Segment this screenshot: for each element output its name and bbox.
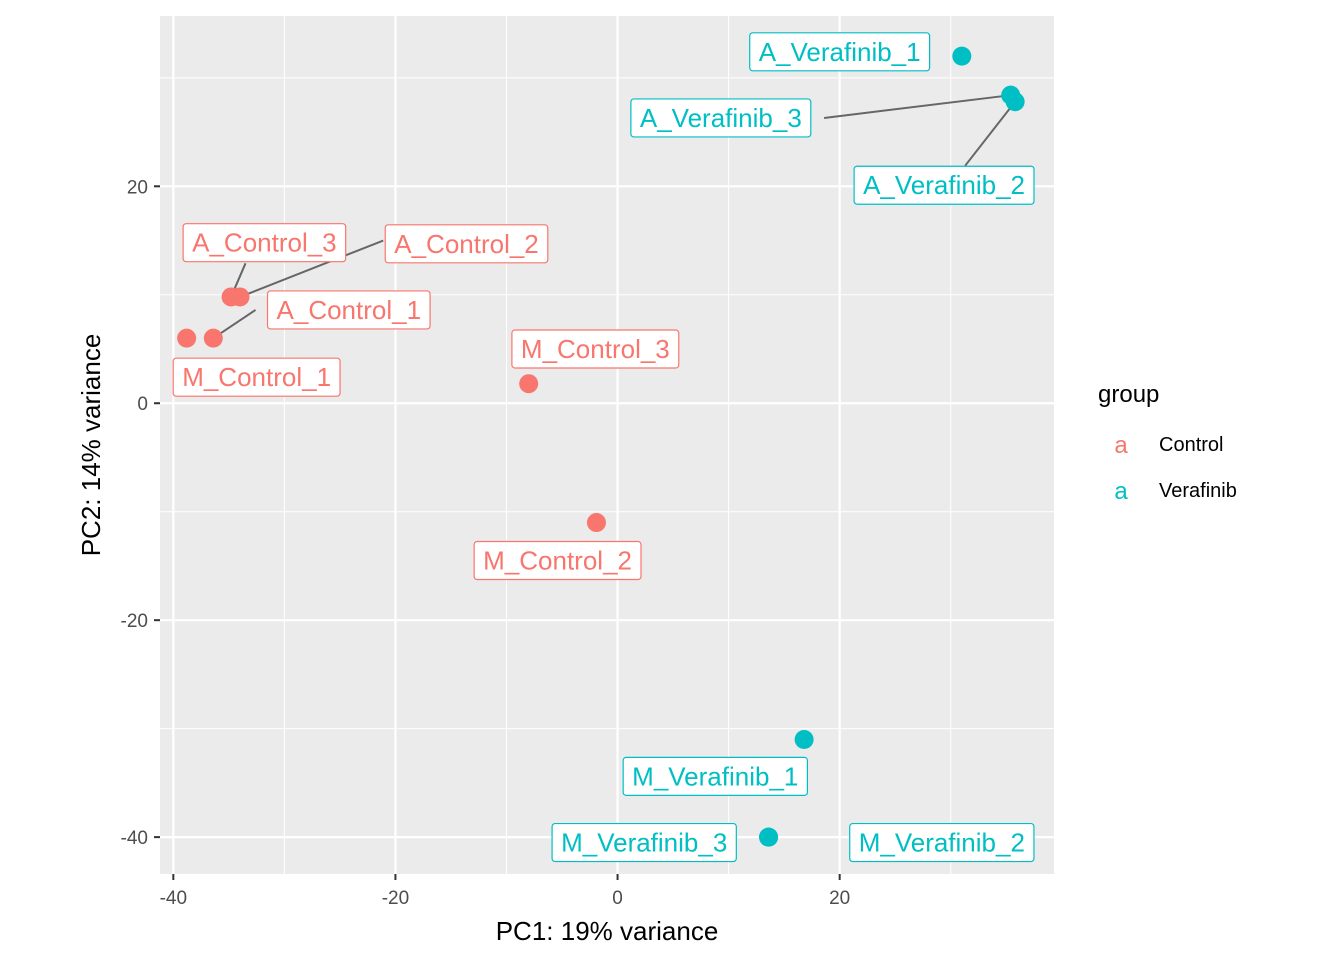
point-label-box (749, 32, 931, 72)
point-label-box (266, 290, 431, 330)
point-label: M_Verafinib_1 (622, 756, 808, 796)
point-label-box (853, 165, 1035, 205)
data-point (177, 328, 197, 348)
point-label-box (384, 224, 549, 264)
legend: group a Control a Verafinib (1098, 381, 1237, 505)
point-label-text: M_Verafinib_1 (632, 761, 798, 791)
y-tick-label: -20 (121, 611, 148, 632)
point-label-text: A_Control_1 (277, 295, 422, 325)
label-connector-line (239, 239, 384, 298)
data-point (519, 374, 539, 394)
point-label: A_Control_3 (182, 223, 347, 263)
x-tick-label: 20 (829, 888, 850, 909)
y-axis-title: PC2: 14% variance (76, 334, 106, 557)
point-label-box (473, 540, 642, 581)
point-label-text: M_Control_2 (483, 546, 632, 576)
y-tick-label: 20 (127, 177, 148, 198)
data-point (759, 827, 779, 847)
data-point (794, 729, 814, 749)
label-connector-line (964, 101, 1016, 167)
point-label-text: A_Verafinib_1 (759, 37, 921, 67)
point-label: M_Verafinib_3 (551, 822, 737, 863)
point-label: M_Control_3 (511, 329, 680, 369)
point-label: A_Verafinib_2 (853, 165, 1035, 205)
legend-title: group (1098, 381, 1159, 408)
point-label: A_Control_1 (266, 290, 431, 330)
point-label-text: A_Control_2 (394, 229, 539, 259)
point-label: A_Verafinib_3 (630, 98, 812, 138)
point-label-text: M_Verafinib_2 (859, 828, 1025, 858)
x-tick-label: -40 (160, 888, 187, 909)
point-label: M_Control_2 (473, 540, 642, 581)
x-tick-label: -20 (382, 888, 409, 909)
point-label: M_Verafinib_2 (849, 822, 1035, 863)
point-label-text: A_Verafinib_3 (640, 103, 802, 133)
data-points (177, 46, 1025, 847)
legend-entry-label: Verafinib (1159, 480, 1237, 502)
label-connector-line (823, 94, 1011, 119)
y-tick-label: 0 (137, 394, 148, 415)
point-label: A_Verafinib_1 (749, 32, 931, 72)
point-label: A_Control_2 (384, 224, 549, 264)
point-label-text: M_Control_3 (521, 334, 670, 364)
data-point (230, 287, 250, 307)
point-label: M_Control_1 (172, 357, 341, 397)
x-axis-ticks: -40 -20 0 20 (160, 874, 850, 909)
data-point (952, 46, 972, 66)
point-label-text: A_Verafinib_2 (863, 170, 1025, 200)
point-label-text: M_Control_1 (182, 362, 331, 392)
point-label-box (172, 357, 341, 397)
point-label-box (551, 822, 737, 863)
y-axis-ticks: -40 -20 0 20 (121, 177, 160, 849)
point-label-box (511, 329, 680, 369)
point-label-box (630, 98, 812, 138)
data-point (1005, 92, 1025, 112)
y-tick-label: -40 (121, 828, 148, 849)
point-label-box (182, 223, 347, 263)
legend-key-glyph: a (1114, 478, 1128, 505)
legend-key-glyph: a (1114, 432, 1128, 459)
point-labels: A_Verafinib_1 A_Verafinib_3 A_Verafinib_2 A… (172, 32, 1035, 863)
point-label-box (849, 822, 1035, 863)
point-label-box (622, 756, 808, 796)
x-axis-title: PC1: 19% variance (496, 916, 719, 946)
point-label-text: M_Verafinib_3 (561, 828, 727, 858)
data-point (586, 513, 606, 533)
panel-background (160, 16, 1054, 874)
x-tick-label: 0 (612, 888, 623, 909)
legend-entry-label: Control (1159, 434, 1223, 456)
data-point (203, 328, 223, 348)
point-label-text: A_Control_3 (192, 228, 337, 258)
